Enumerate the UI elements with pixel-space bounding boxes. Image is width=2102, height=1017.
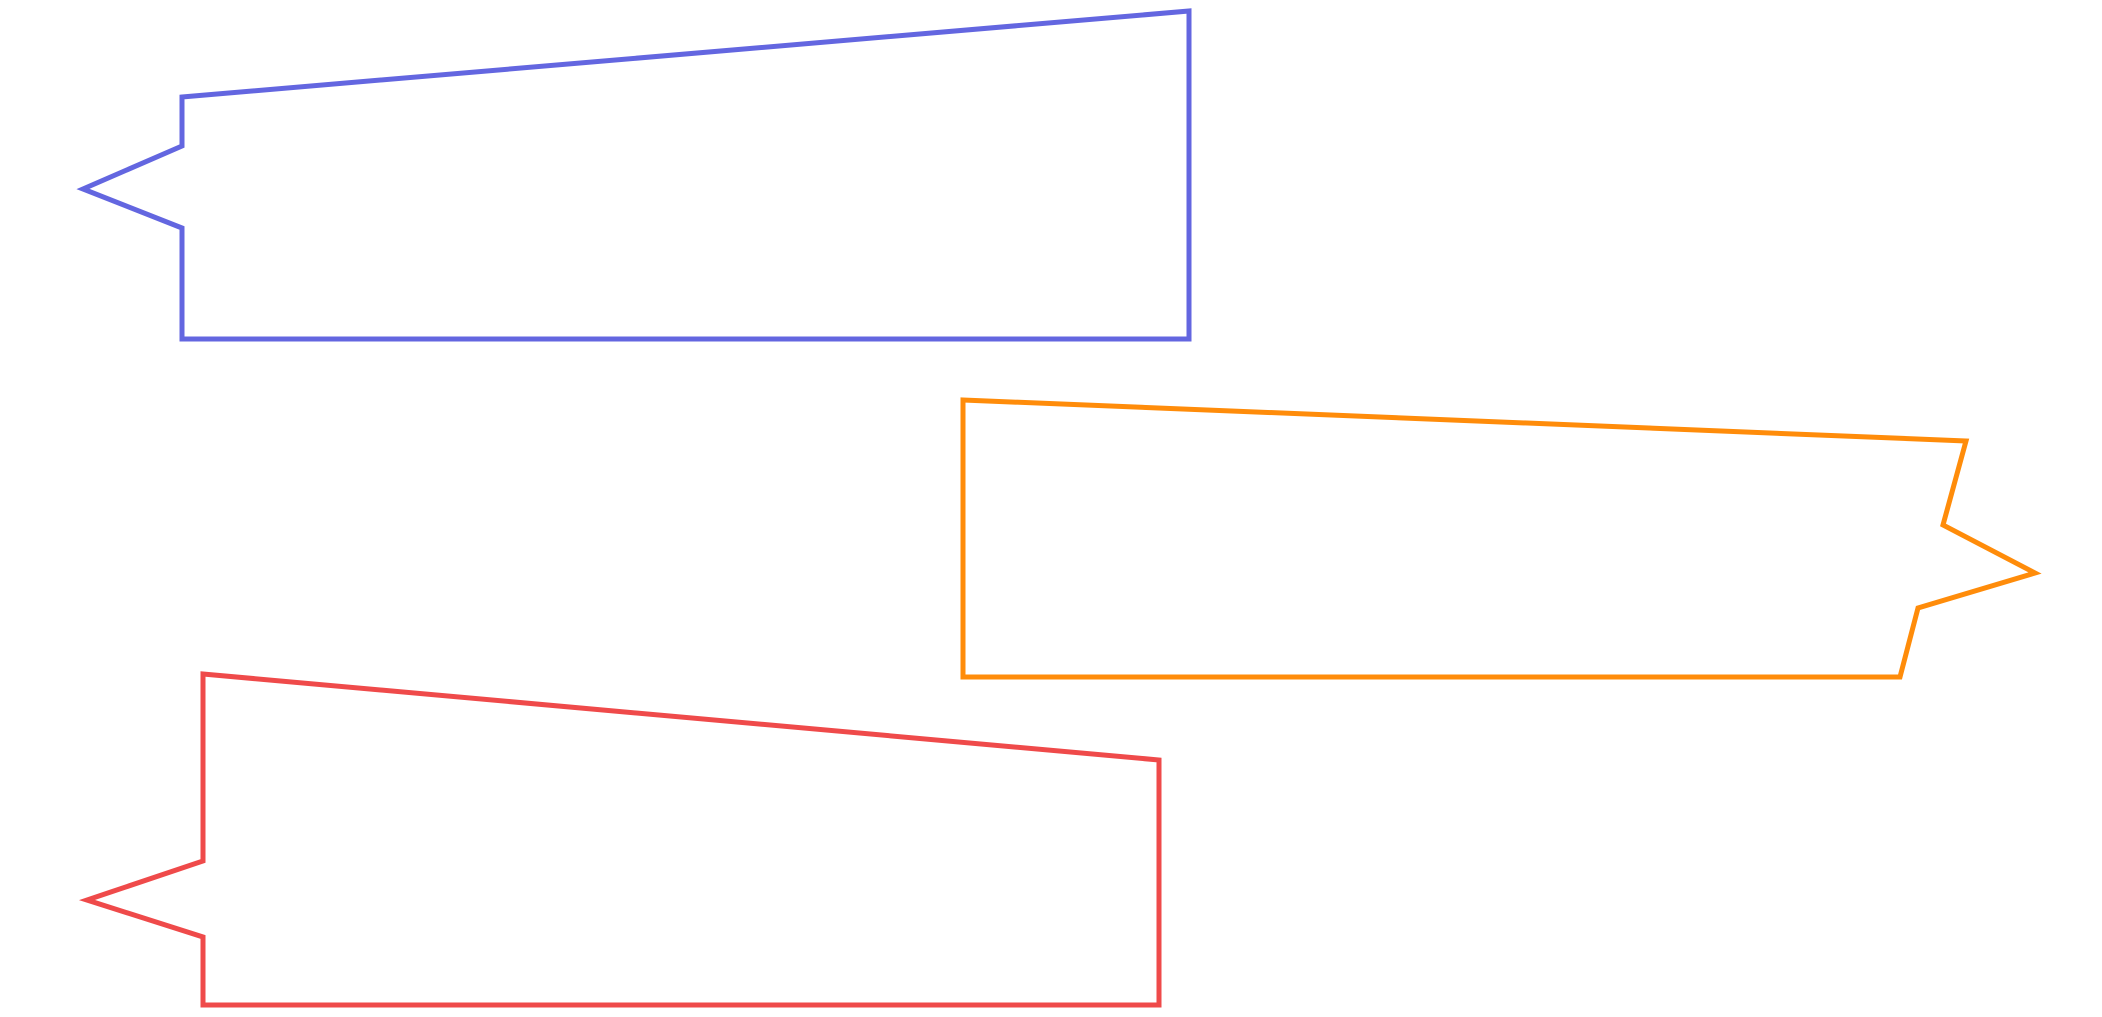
blue-arrow-shape bbox=[76, 8, 1192, 342]
orange-arrow-shape bbox=[960, 397, 2042, 680]
red-arrow-shape bbox=[78, 671, 1162, 1008]
